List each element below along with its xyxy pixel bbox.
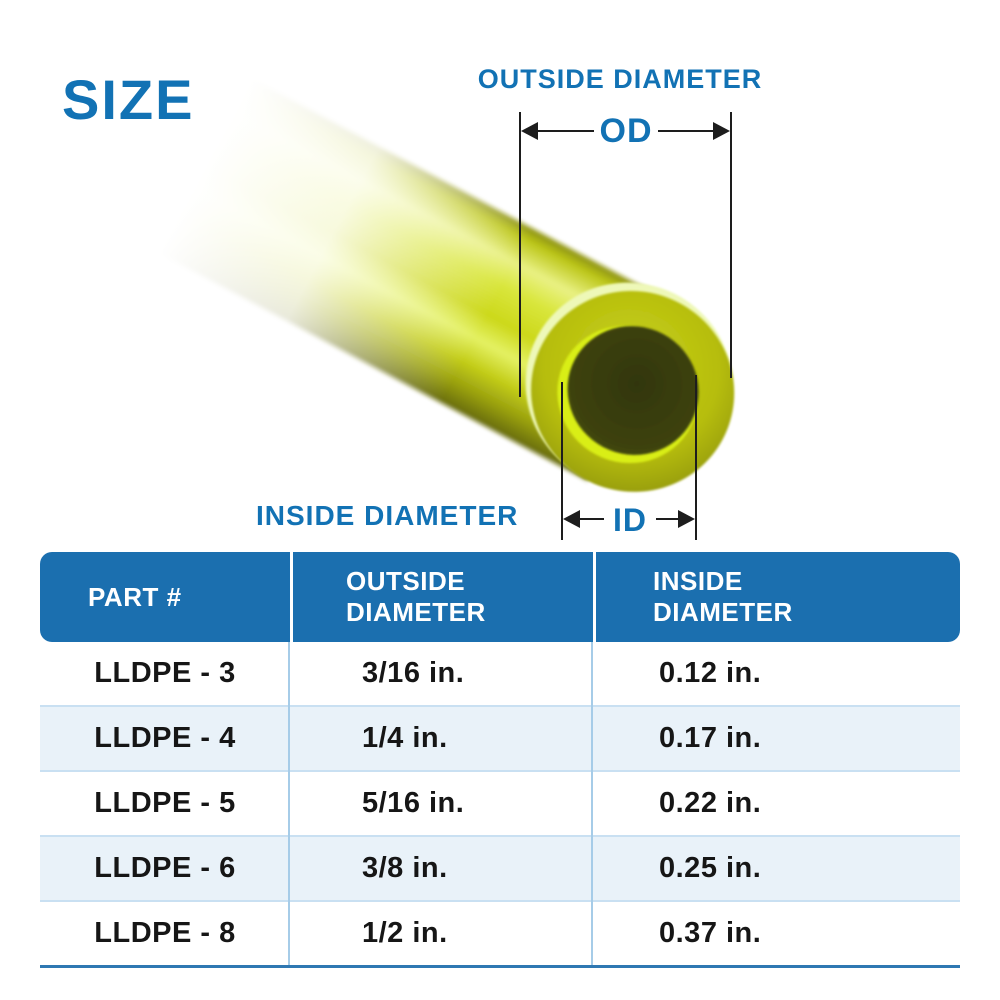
col-header-part-label: PART # (88, 581, 182, 612)
table-row: LLDPE - 4 1/4 in. 0.17 in. (40, 705, 960, 770)
tube-white-fade (92, 26, 548, 430)
cell-outside-diameter: 3/16 in. (362, 657, 465, 689)
cell-outside-diameter: 5/16 in. (362, 787, 465, 819)
cell-part-number: LLDPE - 5 (94, 787, 236, 819)
cell-part-number: LLDPE - 3 (94, 657, 236, 689)
cell-inside-diameter: 0.12 in. (659, 657, 762, 689)
col-header-inside-line2: DIAMETER (653, 597, 793, 627)
inside-diameter-caption: INSIDE DIAMETER (256, 500, 519, 531)
cell-inside-diameter: 0.22 in. (659, 787, 762, 819)
cell-inside-diameter: 0.25 in. (659, 852, 762, 884)
col-header-outside-line2: DIAMETER (346, 597, 486, 627)
table-row: LLDPE - 8 1/2 in. 0.37 in. (40, 900, 960, 965)
od-dimension-label: OD (599, 112, 653, 150)
cell-outside-diameter: 1/4 in. (362, 722, 448, 754)
cell-inside-diameter: 0.37 in. (659, 917, 762, 949)
col-header-outside-diameter: OUTSIDE DIAMETER (290, 552, 593, 642)
id-dimension-label: ID (613, 502, 647, 538)
cell-part-number: LLDPE - 6 (94, 852, 236, 884)
table-row: LLDPE - 3 3/16 in. 0.12 in. (40, 642, 960, 705)
cell-part-number: LLDPE - 8 (94, 917, 236, 949)
table-row: LLDPE - 5 5/16 in. 0.22 in. (40, 770, 960, 835)
od-arrowhead-left (521, 122, 538, 140)
id-arrowhead-right (678, 510, 695, 528)
size-table-header-row: PART # OUTSIDE DIAMETER INSIDE DIAMETER (40, 552, 960, 642)
id-arrowhead-left (563, 510, 580, 528)
size-table-body: LLDPE - 3 3/16 in. 0.12 in. LLDPE - 4 1/… (40, 642, 960, 968)
tube-bore-hole (567, 326, 699, 455)
cell-inside-diameter: 0.17 in. (659, 722, 762, 754)
tube-body-group (92, 26, 735, 492)
col-header-inside-diameter: INSIDE DIAMETER (593, 552, 960, 642)
cell-outside-diameter: 3/8 in. (362, 852, 448, 884)
page-title: SIZE (62, 68, 195, 131)
col-header-part-number: PART # (40, 552, 290, 642)
col-header-inside-line1: INSIDE (653, 566, 743, 596)
col-header-outside-line1: OUTSIDE (346, 566, 466, 596)
size-table: PART # OUTSIDE DIAMETER INSIDE DIAMETER … (40, 552, 960, 968)
cell-outside-diameter: 1/2 in. (362, 917, 448, 949)
outside-diameter-caption: OUTSIDE DIAMETER (477, 64, 763, 94)
table-row: LLDPE - 6 3/8 in. 0.25 in. (40, 835, 960, 900)
table-column-divider (288, 642, 290, 965)
table-column-divider (591, 642, 593, 965)
od-arrowhead-right (713, 122, 730, 140)
cell-part-number: LLDPE - 4 (94, 722, 236, 754)
